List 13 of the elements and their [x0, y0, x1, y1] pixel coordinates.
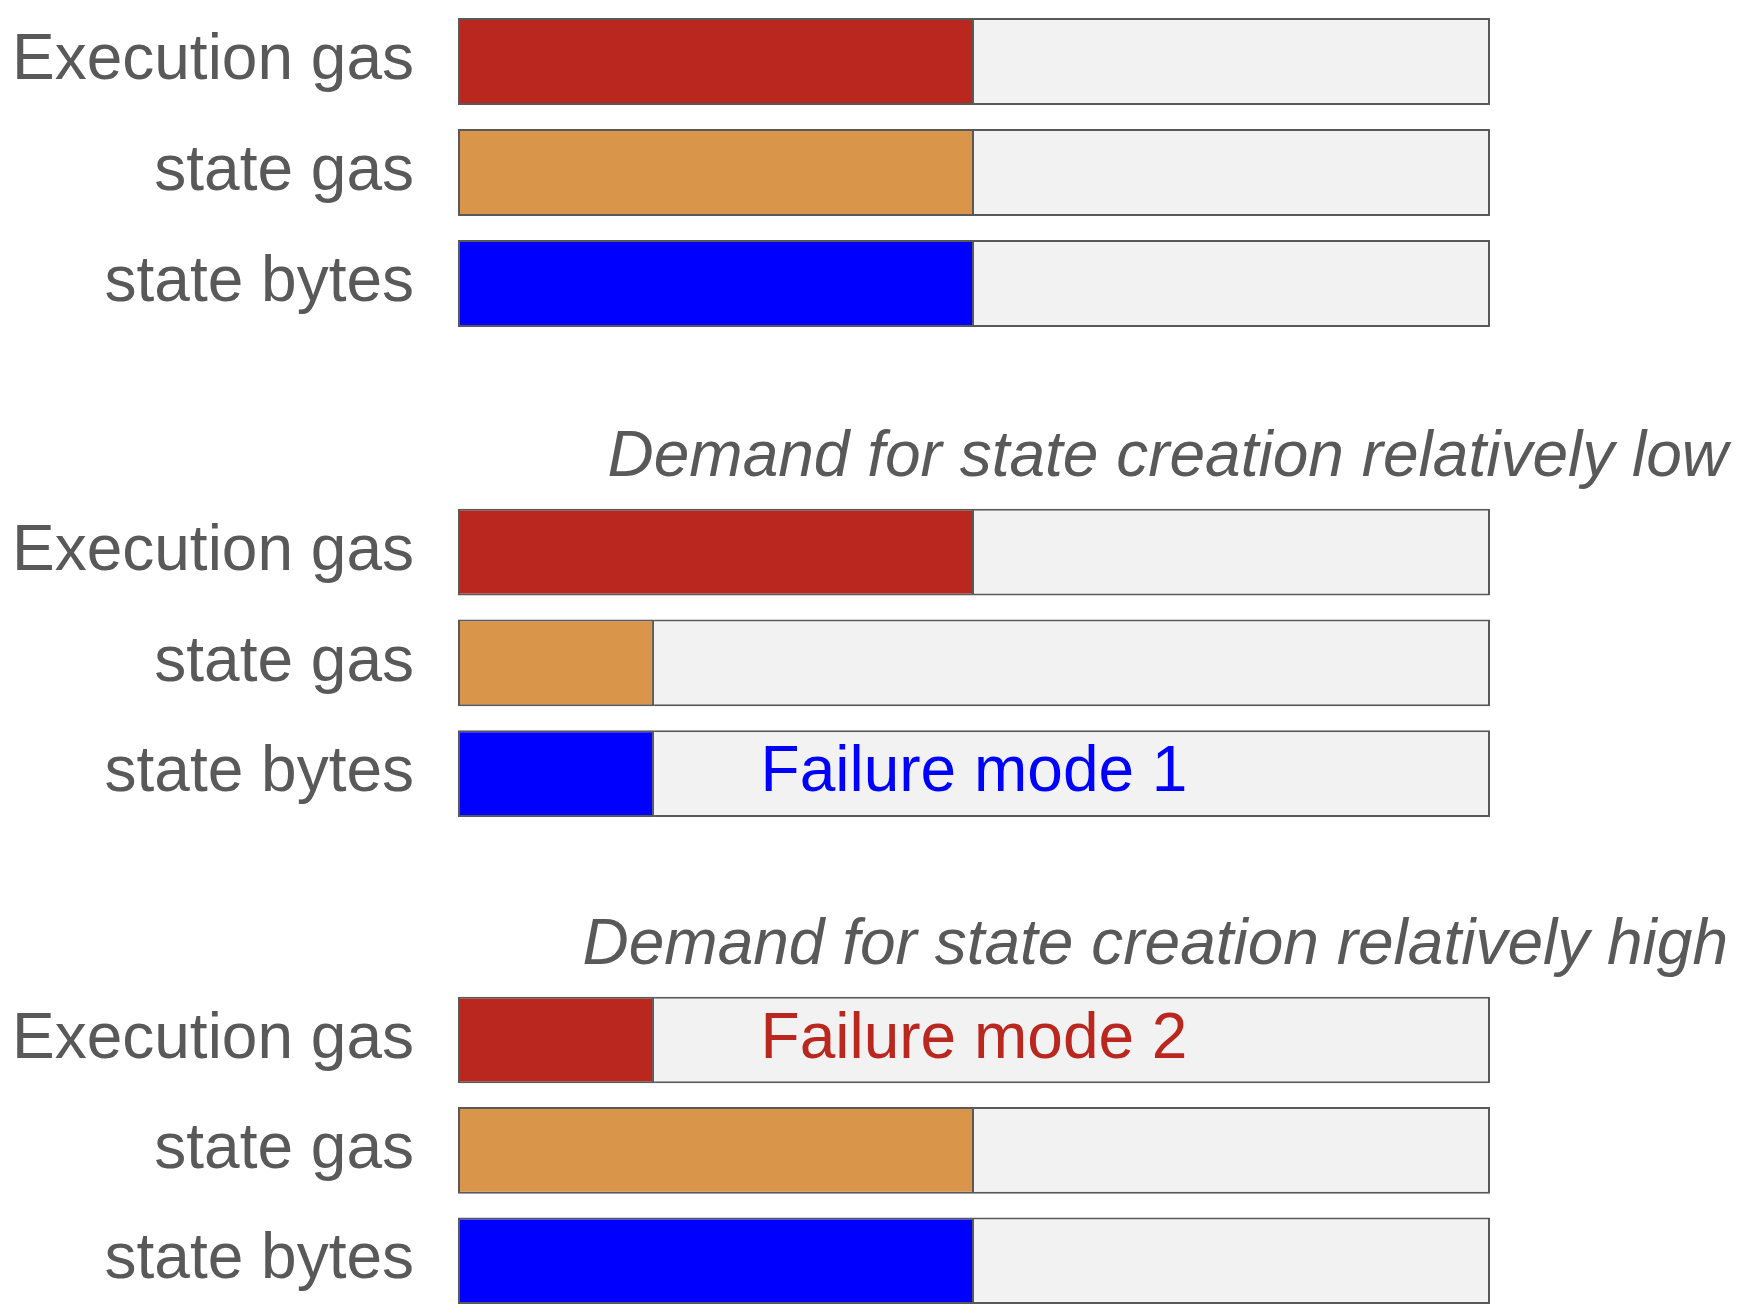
y-tick-label: state bytes [104, 243, 414, 316]
y-tick-label: state bytes [104, 1220, 414, 1293]
chart-title: Demand for state creation relatively low [607, 418, 1732, 491]
y-tick-label: state gas [154, 132, 414, 205]
y-tick-label: Execution gas [11, 511, 414, 584]
y-tick-label: state bytes [104, 733, 414, 806]
y-tick-label: Execution gas [11, 21, 414, 94]
y-tick-label: state gas [154, 622, 414, 695]
chart-title: Demand for state creation relatively high [582, 906, 1728, 979]
y-tick-label: state gas [154, 1110, 414, 1183]
y-tick-label: Execution gas [11, 999, 414, 1072]
annotation: Failure mode 1 [760, 733, 1188, 806]
annotation: Failure mode 2 [760, 999, 1188, 1072]
